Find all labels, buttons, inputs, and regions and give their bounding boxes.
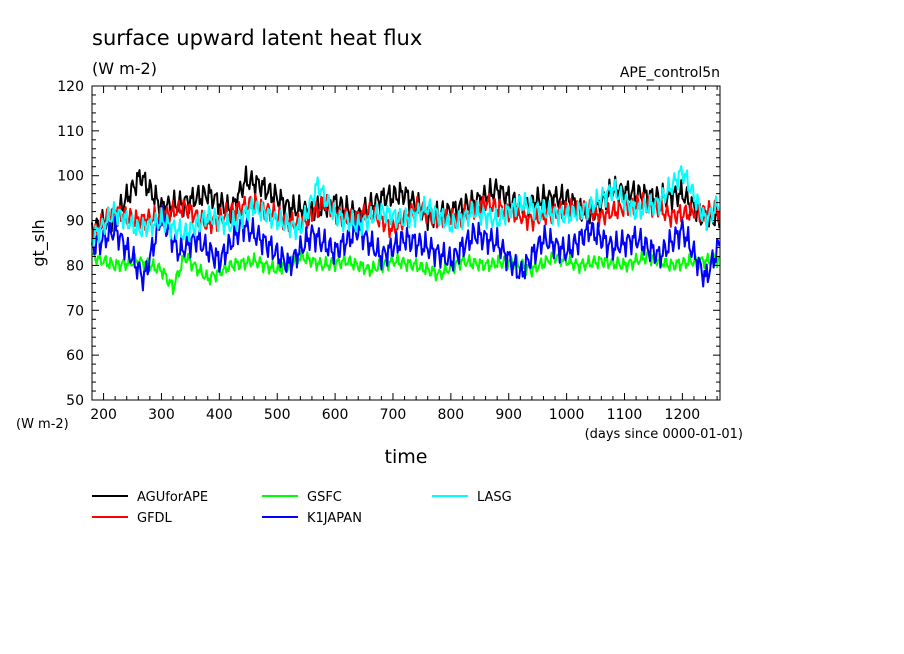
x-tick-label: 700 — [380, 407, 407, 423]
y-tick-label: 50 — [66, 393, 84, 409]
x-tick-label: 600 — [322, 407, 349, 423]
x-tick-label: 400 — [206, 407, 233, 423]
x-tick-label: 900 — [495, 407, 522, 423]
x-axis-label: time — [385, 446, 428, 468]
legend-label: AGUforAPE — [137, 490, 208, 505]
chart-title: surface upward latent heat flux — [92, 26, 422, 50]
dataset-label: APE_control5n — [620, 65, 720, 81]
legend: AGUforAPE GFDL GSFC K1JAPAN LASG — [92, 490, 512, 526]
plot-frame — [91, 85, 721, 401]
legend-label: GSFC — [307, 490, 342, 505]
y-tick-label: 80 — [66, 258, 84, 274]
y-axis: 50 60 70 80 90 100 110 120 — [57, 79, 720, 409]
series-line-gsfc — [91, 249, 720, 295]
y-tick-label: 60 — [66, 348, 84, 364]
series-line-lasg — [91, 165, 720, 247]
y-tick-label: 110 — [57, 124, 84, 140]
series-line-k1japan — [91, 204, 721, 292]
x-tick-label: 500 — [264, 407, 291, 423]
x-tick-label: 200 — [90, 407, 117, 423]
x-tick-label: 1200 — [665, 407, 701, 423]
legend-label: GFDL — [137, 511, 173, 526]
x-units-label: (days since 0000-01-01) — [585, 427, 743, 442]
x-tick-label: 300 — [148, 407, 175, 423]
legend-label: LASG — [477, 490, 512, 505]
y-tick-label: 120 — [57, 79, 84, 95]
x-tick-label: 1000 — [549, 407, 585, 423]
y-units-label: (W m-2) — [16, 417, 69, 432]
x-tick-label: 800 — [437, 407, 464, 423]
y-tick-label: 100 — [57, 169, 84, 185]
units-label: (W m-2) — [92, 59, 157, 78]
x-axis: 200 300 400 500 600 700 800 900 1000 1100 1200 — [90, 86, 718, 423]
y-axis-label: gt_slh — [29, 219, 49, 266]
y-tick-label: 90 — [66, 214, 84, 230]
y-tick-label: 70 — [66, 303, 84, 319]
plot-lines — [91, 165, 721, 295]
legend-label: K1JAPAN — [307, 511, 362, 526]
x-tick-label: 1100 — [607, 407, 643, 423]
